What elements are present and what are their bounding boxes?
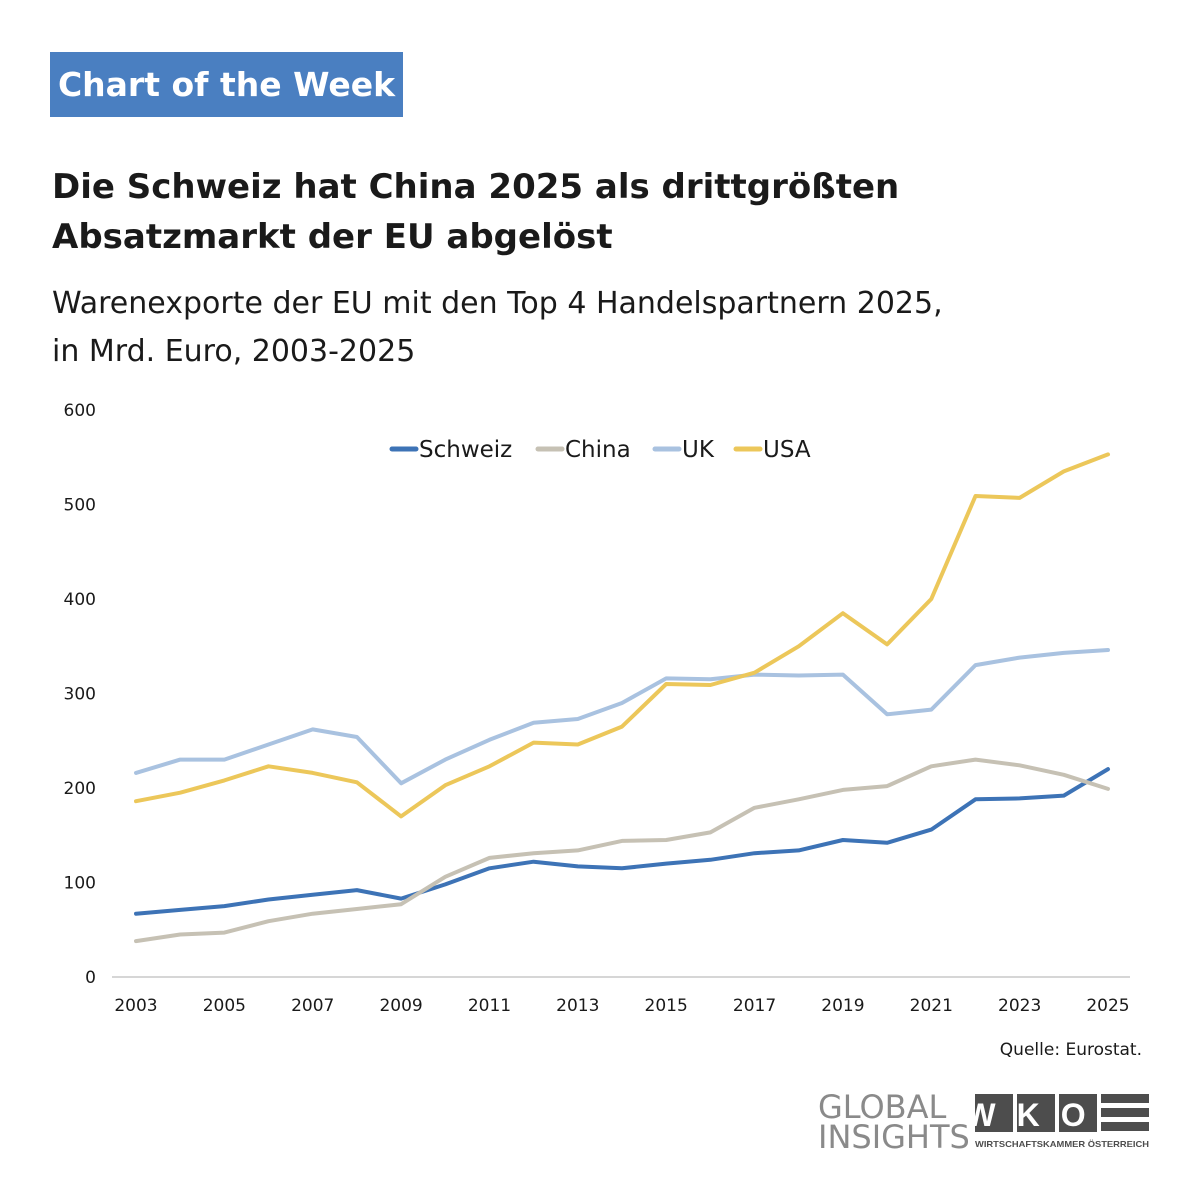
y-tick-label-100: 100 <box>64 874 96 894</box>
wko-logo-bar-3 <box>1101 1122 1149 1131</box>
x-tick-label-2023: 2023 <box>998 996 1041 1016</box>
wko-logo: WKO WIRTSCHAFTSKAMMER ÖSTERREICH <box>975 1094 1149 1149</box>
chart-subtitle: Warenexporte der EU mit den Top 4 Handel… <box>52 280 1152 376</box>
chart-title-line-2: Absatzmarkt der EU abgelöst <box>52 217 613 257</box>
y-tick-label-600: 600 <box>64 401 96 421</box>
x-tick-label-2013: 2013 <box>556 996 599 1016</box>
y-tick-label-300: 300 <box>64 685 96 705</box>
x-tick-label-2005: 2005 <box>203 996 246 1016</box>
series-line-schweiz <box>134 767 1110 916</box>
global-insights-logo-line-2: INSIGHTS <box>818 1118 970 1156</box>
line-chart: 0 100 200 300 400 500 600 2003 2005 2007 2009 2011 2… <box>64 401 1130 1016</box>
wko-logo-box-k <box>1017 1094 1055 1132</box>
wko-logo-bar-1 <box>1101 1094 1149 1103</box>
legend-label-uk: UK <box>682 437 715 463</box>
x-tick-label-2007: 2007 <box>291 996 334 1016</box>
wko-logo-caption: WIRTSCHAFTSKAMMER ÖSTERREICH <box>975 1139 1149 1149</box>
x-tick-label-2011: 2011 <box>468 996 511 1016</box>
series-line-usa <box>134 452 1110 819</box>
chart-title: Die Schweiz hat China 2025 als drittgröß… <box>52 162 1152 262</box>
chart-subtitle-line-1: Warenexporte der EU mit den Top 4 Handel… <box>52 286 943 321</box>
x-tick-label-2015: 2015 <box>645 996 688 1016</box>
legend-label-usa: USA <box>763 437 811 463</box>
x-tick-label-2025: 2025 <box>1086 996 1129 1016</box>
wko-logo-letters: WKO <box>975 1097 1107 1133</box>
series-line-uk <box>134 648 1110 786</box>
wko-logo-box-w <box>975 1094 1013 1132</box>
legend-label-schweiz: Schweiz <box>419 437 512 463</box>
y-tick-label-200: 200 <box>64 779 96 799</box>
x-tick-label-2019: 2019 <box>821 996 864 1016</box>
wko-logo-box-o <box>1059 1094 1097 1132</box>
x-tick-label-2003: 2003 <box>114 996 157 1016</box>
chart-title-line-1: Die Schweiz hat China 2025 als drittgröß… <box>52 167 900 207</box>
series-line-china <box>134 757 1110 944</box>
chart-subtitle-line-2: in Mrd. Euro, 2003-2025 <box>52 334 416 369</box>
x-tick-label-2021: 2021 <box>910 996 953 1016</box>
y-tick-label-400: 400 <box>64 590 96 610</box>
x-tick-label-2017: 2017 <box>733 996 776 1016</box>
wko-logo-bar-2 <box>1101 1108 1149 1117</box>
x-tick-label-2009: 2009 <box>379 996 422 1016</box>
global-insights-logo-line-1: GLOBAL <box>818 1088 947 1126</box>
y-tick-label-0: 0 <box>85 968 96 988</box>
legend-label-china: China <box>565 437 631 463</box>
global-insights-logo: GLOBAL INSIGHTS <box>818 1088 970 1156</box>
y-tick-label-500: 500 <box>64 496 96 516</box>
source-note: Quelle: Eurostat. <box>999 1040 1142 1060</box>
chart-of-the-week-badge: Chart of the Week <box>50 52 403 117</box>
